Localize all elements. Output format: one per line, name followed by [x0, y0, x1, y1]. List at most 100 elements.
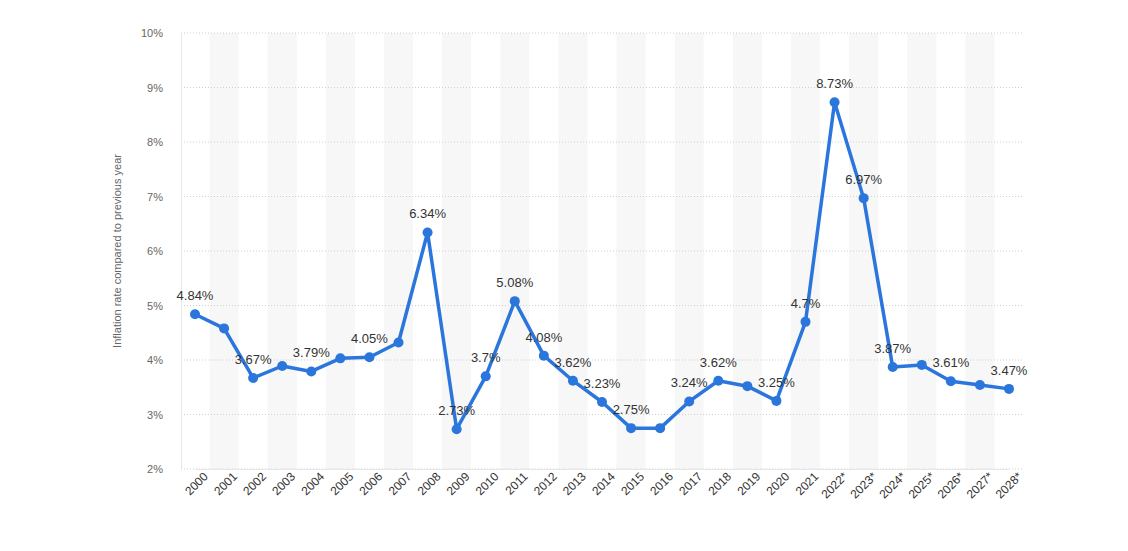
x-tick: 2021: [793, 469, 822, 498]
x-tick-label: 2024*: [877, 469, 909, 501]
y-tick: 10%: [141, 27, 181, 39]
x-tick: 2025*: [906, 469, 938, 502]
x-tick-label: 2023*: [847, 469, 879, 501]
x-tick-label: 2004: [298, 469, 327, 498]
x-tick: 2018: [705, 469, 734, 498]
plot-area: [190, 97, 1014, 434]
data-labels: 4.84%3.67%3.79%4.05%6.34%2.73%3.7%5.08%4…: [177, 76, 1028, 418]
x-tick: 2023*: [847, 469, 879, 502]
grid-line: [181, 196, 1023, 197]
x-tick-label: 2005: [327, 469, 356, 498]
x-tick: 2000: [182, 469, 211, 498]
point: [975, 380, 985, 390]
data-label: 4.84%: [177, 288, 214, 303]
point: [277, 361, 287, 371]
grid-line: [181, 469, 1023, 470]
x-tick: 2002: [240, 469, 269, 498]
point: [597, 397, 607, 407]
x-tick-label: 2011: [503, 469, 531, 497]
data-label: 3.62%: [700, 355, 737, 370]
x-tick-label: 2013: [560, 469, 589, 498]
grid-line: [181, 305, 1023, 306]
point: [742, 381, 752, 391]
x-tick: 2001: [211, 469, 240, 498]
x-tick-label: 2006: [357, 469, 386, 498]
y-tick: 8%: [147, 136, 181, 148]
x-tick: 2003: [269, 469, 298, 498]
x-tick: 2027*: [964, 469, 996, 502]
point: [539, 351, 549, 361]
y-tick: 6%: [147, 245, 181, 257]
x-tick: 2008: [415, 469, 444, 498]
point: [946, 376, 956, 386]
x-tick-label: 2010: [473, 469, 502, 498]
x-tick-label: 2021: [793, 469, 822, 498]
data-label: 3.79%: [293, 345, 330, 360]
x-tick: 2004: [298, 469, 327, 498]
grid-line: [181, 414, 1023, 415]
point: [655, 423, 665, 433]
x-tick: 2011: [503, 469, 531, 498]
point: [684, 396, 694, 406]
point: [481, 371, 491, 381]
point: [510, 296, 520, 306]
data-label: 8.73%: [816, 76, 853, 91]
point: [859, 193, 869, 203]
y-tick-label: 10%: [141, 27, 163, 39]
y-tick-label: 3%: [147, 409, 163, 421]
x-tick-label: 2026*: [935, 469, 967, 501]
x-tick: 2015: [618, 469, 647, 498]
x-tick: 2013: [560, 469, 589, 498]
x-tick: 2016: [647, 469, 676, 498]
x-tick-label: 2014: [589, 469, 618, 498]
data-label: 3.62%: [554, 355, 591, 370]
data-label: 3.67%: [235, 352, 272, 367]
x-tick-label: 2016: [647, 469, 676, 498]
line: [195, 102, 1009, 429]
point: [626, 423, 636, 433]
x-tick-label: 2000: [182, 469, 211, 498]
data-label: 3.47%: [991, 363, 1028, 378]
data-label: 6.34%: [409, 206, 446, 221]
data-label: 5.08%: [496, 275, 533, 290]
point: [423, 227, 433, 237]
x-tick: 2024*: [877, 469, 909, 502]
point: [888, 362, 898, 372]
x-tick: 2020: [764, 469, 793, 498]
data-label: 3.61%: [932, 355, 969, 370]
data-label: 2.73%: [438, 403, 475, 418]
y-tick-label: 8%: [147, 136, 163, 148]
point: [364, 352, 374, 362]
data-label: 2.75%: [613, 402, 650, 417]
x-tick: 2028*: [993, 469, 1025, 502]
x-tick: 2007: [386, 469, 415, 498]
y-tick: 7%: [147, 191, 181, 203]
x-tick: 2006: [357, 469, 386, 498]
x-axis: 2000200120022003200420052006200720082009…: [182, 469, 1025, 502]
x-tick: 2009: [444, 469, 473, 498]
y-tick: 3%: [147, 409, 181, 421]
x-tick: 2012: [531, 469, 560, 498]
x-tick: 2019: [734, 469, 763, 498]
y-tick-label: 7%: [147, 191, 163, 203]
y-axis: 2%3%4%5%6%7%8%9%10%: [141, 27, 182, 475]
data-label: 3.25%: [758, 375, 795, 390]
x-tick-label: 2001: [211, 469, 240, 498]
data-label: 3.7%: [471, 350, 501, 365]
x-tick-label: 2003: [269, 469, 298, 498]
chart: 2%3%4%5%6%7%8%9%10%200020012002200320042…: [0, 0, 1128, 551]
point: [452, 424, 462, 434]
y-axis-line: [181, 34, 182, 470]
point: [801, 317, 811, 327]
y-tick-label: 2%: [147, 463, 163, 475]
x-tick-label: 2015: [618, 469, 647, 498]
x-tick-label: 2012: [531, 469, 560, 498]
x-tick-label: 2018: [705, 469, 734, 498]
x-tick-label: 2020: [764, 469, 793, 498]
point: [568, 376, 578, 386]
point: [394, 338, 404, 348]
y-tick-label: 5%: [147, 300, 163, 312]
grid-line: [181, 33, 1023, 34]
x-tick: 2010: [473, 469, 502, 498]
point: [248, 373, 258, 383]
